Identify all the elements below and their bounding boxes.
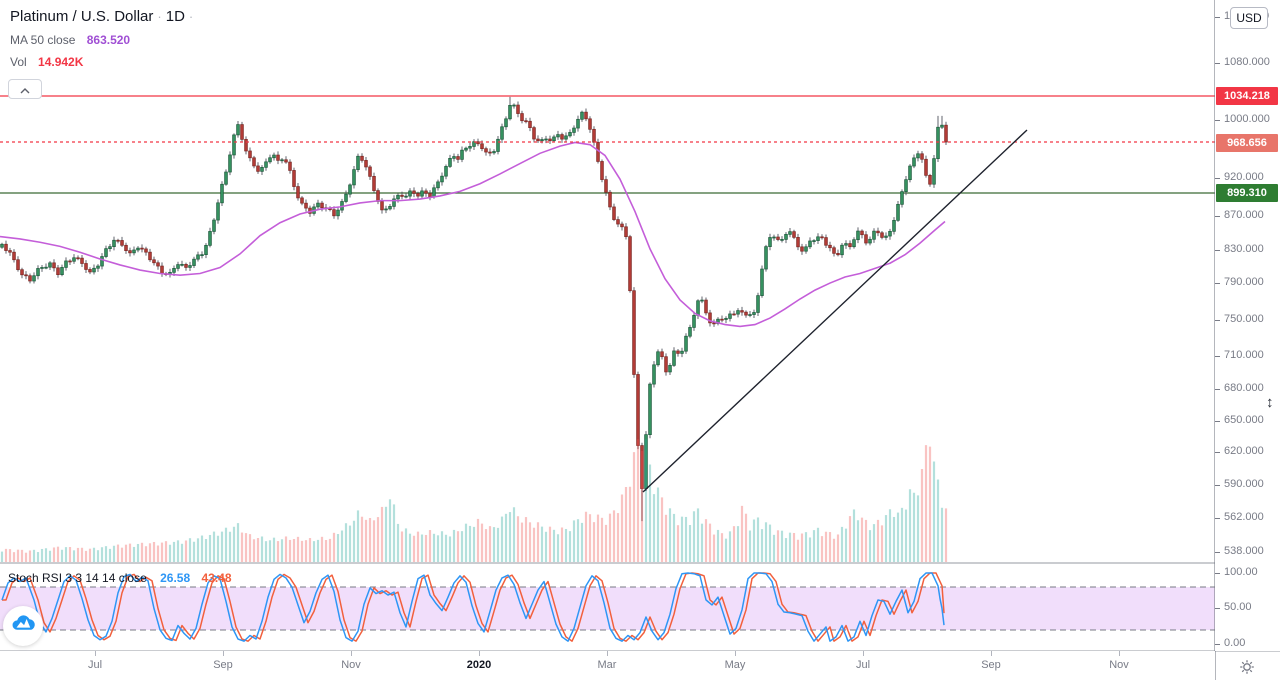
price-tick-label: 680.000 bbox=[1224, 382, 1264, 394]
tradingview-logo[interactable] bbox=[3, 606, 43, 646]
stoch-d-value: 43.48 bbox=[201, 571, 232, 585]
currency-toggle-button[interactable]: USD bbox=[1230, 7, 1268, 29]
stoch-tick-mark bbox=[1215, 573, 1220, 574]
price-axis[interactable]: 1160.0001080.0001000.000920.000870.00083… bbox=[1215, 0, 1280, 651]
time-tick-label[interactable]: Jul bbox=[87, 659, 103, 671]
time-tick-mark bbox=[991, 651, 992, 656]
time-tick-mark bbox=[863, 651, 864, 656]
time-tick-mark bbox=[95, 651, 96, 656]
time-tick-label[interactable]: 2020 bbox=[466, 659, 492, 671]
price-tick-label: 1000.000 bbox=[1224, 113, 1270, 125]
time-tick-label[interactable]: May bbox=[724, 659, 746, 671]
tradingview-cloud-icon bbox=[10, 611, 36, 642]
price-tick-label: 790.000 bbox=[1224, 276, 1264, 288]
time-tick-mark bbox=[735, 651, 736, 656]
price-tick-label: 562.000 bbox=[1224, 511, 1264, 523]
time-tick-mark bbox=[479, 651, 480, 656]
price-tick-label: 710.000 bbox=[1224, 349, 1264, 361]
stoch-tick-mark bbox=[1215, 644, 1220, 645]
price-tick-label: 870.000 bbox=[1224, 209, 1264, 221]
price-level-badge: 1034.218 bbox=[1216, 87, 1278, 105]
price-tick-label: 650.000 bbox=[1224, 414, 1264, 426]
time-tick-mark bbox=[607, 651, 608, 656]
price-tick-mark bbox=[1215, 421, 1220, 422]
price-tick-mark bbox=[1215, 389, 1220, 390]
ma-study-value: 863.520 bbox=[86, 33, 131, 47]
time-tick-label[interactable]: Mar bbox=[597, 659, 617, 671]
stoch-rsi-legend: Stoch RSI 3 3 14 14 close 26.58 43.48 bbox=[8, 571, 232, 585]
time-tick-mark bbox=[1119, 651, 1120, 656]
ma-study-label[interactable]: MA 50 close bbox=[10, 33, 76, 47]
time-tick-label[interactable]: Sep bbox=[213, 659, 233, 671]
interval-label[interactable]: 1D bbox=[165, 8, 185, 25]
price-tick-mark bbox=[1215, 17, 1220, 18]
time-tick-mark bbox=[223, 651, 224, 656]
stoch-tick-label: 50.00 bbox=[1224, 601, 1252, 613]
time-tick-mark bbox=[351, 651, 352, 656]
price-tick-label: 830.000 bbox=[1224, 243, 1264, 255]
price-tick-mark bbox=[1215, 356, 1220, 357]
separator-dot: · bbox=[157, 9, 162, 24]
stoch-tick-label: 0.00 bbox=[1224, 637, 1246, 649]
price-tick-mark bbox=[1215, 178, 1220, 179]
price-tick-mark bbox=[1215, 320, 1220, 321]
time-axis[interactable]: Jul Sep Nov 2020 Mar May Jul Sep Nov bbox=[0, 651, 1215, 680]
price-tick-mark bbox=[1215, 452, 1220, 453]
symbol-title[interactable]: Platinum / U.S. Dollar bbox=[10, 8, 154, 25]
price-tick-mark bbox=[1215, 250, 1220, 251]
price-tick-mark bbox=[1215, 216, 1220, 217]
settings-gear-icon[interactable] bbox=[1238, 658, 1256, 676]
price-level-badge: 899.310 bbox=[1216, 184, 1278, 202]
time-tick-label[interactable]: Nov bbox=[341, 659, 361, 671]
volume-study-value: 14.942K bbox=[38, 55, 84, 69]
mouse-cursor: ↕ bbox=[1266, 394, 1274, 411]
price-tick-label: 750.000 bbox=[1224, 313, 1264, 325]
price-tick-mark bbox=[1215, 518, 1220, 519]
price-tick-mark bbox=[1215, 63, 1220, 64]
time-tick-label[interactable]: Jul bbox=[855, 659, 871, 671]
price-level-badge: 968.656 bbox=[1216, 134, 1278, 152]
price-tick-mark bbox=[1215, 283, 1220, 284]
price-tick-mark bbox=[1215, 120, 1220, 121]
stoch-rsi-label[interactable]: Stoch RSI 3 3 14 14 close bbox=[8, 571, 147, 585]
price-tick-mark bbox=[1215, 552, 1220, 553]
time-tick-label[interactable]: Sep bbox=[981, 659, 1001, 671]
price-tick-label: 620.000 bbox=[1224, 445, 1264, 457]
chevron-up-icon bbox=[20, 82, 30, 97]
price-tick-label: 1080.000 bbox=[1224, 56, 1270, 68]
stoch-tick-label: 100.00 bbox=[1224, 566, 1258, 578]
price-tick-mark bbox=[1215, 485, 1220, 486]
stoch-k-value: 26.58 bbox=[160, 571, 191, 585]
time-tick-label[interactable]: Nov bbox=[1109, 659, 1129, 671]
separator-dot: · bbox=[188, 9, 194, 24]
stoch-tick-mark bbox=[1215, 608, 1220, 609]
collapse-indicators-button[interactable] bbox=[8, 79, 42, 99]
price-tick-label: 538.000 bbox=[1224, 545, 1264, 557]
price-tick-label: 920.000 bbox=[1224, 171, 1264, 183]
symbol-legend: Platinum / U.S. Dollar · 1D · MA 50 close 8… bbox=[10, 8, 197, 69]
volume-study-label[interactable]: Vol bbox=[10, 55, 27, 69]
price-tick-label: 590.000 bbox=[1224, 478, 1264, 490]
